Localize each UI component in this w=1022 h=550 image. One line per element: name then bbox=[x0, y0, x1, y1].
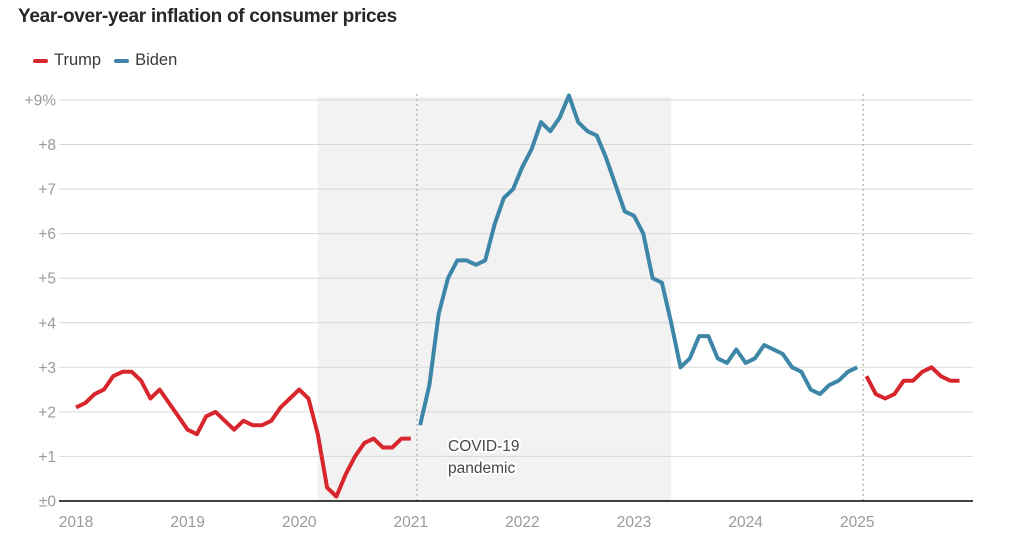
covid-shaded-region bbox=[317, 97, 672, 501]
y-axis-tick-label: +4 bbox=[38, 315, 56, 332]
y-axis-tick-label: +2 bbox=[38, 404, 56, 421]
x-axis-tick-label: 2025 bbox=[840, 514, 874, 531]
biden-series-line-1 bbox=[418, 93, 859, 426]
x-axis-tick-label: 2021 bbox=[394, 514, 428, 531]
y-axis-tick-label: +1 bbox=[38, 449, 56, 466]
covid-annotation-line: COVID-19 bbox=[448, 438, 520, 455]
y-axis-tick-label: +7 bbox=[38, 182, 56, 199]
y-axis-tick-label: +8 bbox=[38, 137, 56, 154]
biden-line-swatch bbox=[114, 59, 130, 63]
legend-label-biden: Biden bbox=[135, 51, 178, 69]
y-axis-tick-label: ±0 bbox=[39, 494, 57, 511]
x-axis-tick-label: 2020 bbox=[282, 514, 317, 531]
y-axis-tick-label: +9% bbox=[25, 93, 57, 110]
y-axis-tick-label: +3 bbox=[38, 360, 56, 377]
trump-series-line-0 bbox=[75, 369, 411, 499]
x-axis-tick-label: 2022 bbox=[505, 514, 539, 531]
x-axis-tick-label: 2023 bbox=[617, 514, 651, 531]
x-axis-tick-label: 2019 bbox=[170, 514, 204, 531]
x-axis-tick-label: 2018 bbox=[59, 514, 93, 531]
trump-series-line-2 bbox=[864, 365, 960, 401]
y-axis-tick-label: +5 bbox=[38, 271, 56, 288]
trump-line-swatch bbox=[33, 59, 48, 63]
legend: Trump Biden bbox=[33, 51, 177, 70]
legend-label-trump: Trump bbox=[54, 51, 102, 69]
legend-item-trump: Trump bbox=[33, 51, 101, 70]
covid-annotation-line: pandemic bbox=[448, 460, 515, 477]
legend-item-biden: Biden bbox=[114, 51, 177, 70]
x-axis-tick-label: 2024 bbox=[728, 514, 763, 531]
chart-title: Year-over-year inflation of consumer pri… bbox=[18, 6, 397, 27]
y-axis-tick-label: +6 bbox=[38, 226, 56, 243]
